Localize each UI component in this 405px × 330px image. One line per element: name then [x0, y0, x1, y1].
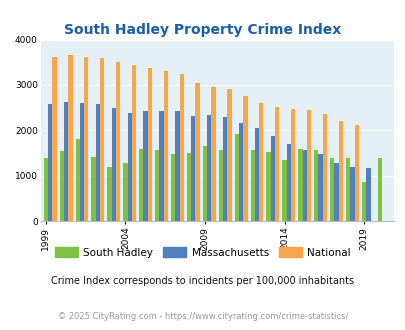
Bar [254, 128, 258, 221]
Bar [91, 157, 96, 221]
Bar [222, 117, 227, 221]
Bar [171, 154, 175, 221]
Bar [100, 58, 104, 221]
Bar [234, 134, 238, 221]
Bar [123, 163, 127, 221]
Bar [132, 65, 136, 221]
Bar [329, 158, 334, 221]
Bar [202, 146, 207, 221]
Bar [195, 83, 199, 221]
Bar [155, 150, 159, 221]
Bar [286, 144, 290, 221]
Bar [270, 136, 274, 221]
Bar [345, 157, 350, 221]
Bar [179, 74, 183, 221]
Bar [186, 153, 191, 221]
Bar [75, 139, 80, 221]
Bar [96, 105, 100, 221]
Bar [334, 163, 338, 221]
Bar [243, 96, 247, 221]
Bar [218, 150, 222, 221]
Bar [211, 87, 215, 221]
Bar [207, 115, 211, 221]
Bar [266, 152, 270, 221]
Bar [350, 167, 354, 221]
Legend: South Hadley, Massachusetts, National: South Hadley, Massachusetts, National [51, 243, 354, 262]
Bar [147, 68, 152, 221]
Bar [298, 149, 302, 221]
Bar [361, 182, 365, 221]
Bar [191, 116, 195, 221]
Bar [238, 123, 243, 221]
Bar [139, 149, 143, 221]
Text: South Hadley Property Crime Index: South Hadley Property Crime Index [64, 23, 341, 37]
Bar [250, 150, 254, 221]
Bar [48, 104, 52, 221]
Bar [116, 62, 120, 221]
Bar [306, 110, 310, 221]
Bar [127, 113, 132, 221]
Bar [377, 158, 381, 221]
Bar [322, 114, 326, 221]
Bar [313, 150, 318, 221]
Text: © 2025 CityRating.com - https://www.cityrating.com/crime-statistics/: © 2025 CityRating.com - https://www.city… [58, 312, 347, 321]
Bar [302, 150, 306, 221]
Bar [258, 103, 263, 221]
Bar [365, 168, 370, 221]
Bar [354, 125, 358, 221]
Bar [84, 57, 88, 221]
Bar [60, 151, 64, 221]
Bar [111, 108, 116, 221]
Bar [175, 111, 179, 221]
Text: Crime Index corresponds to incidents per 100,000 inhabitants: Crime Index corresponds to incidents per… [51, 276, 354, 285]
Bar [318, 154, 322, 221]
Bar [107, 167, 111, 221]
Bar [159, 111, 163, 221]
Bar [338, 121, 342, 221]
Bar [44, 157, 48, 221]
Bar [80, 103, 84, 221]
Bar [281, 160, 286, 221]
Bar [163, 71, 168, 221]
Bar [290, 109, 294, 221]
Bar [52, 57, 56, 221]
Bar [68, 55, 72, 221]
Bar [274, 107, 279, 221]
Bar [143, 111, 147, 221]
Bar [64, 102, 68, 221]
Bar [227, 88, 231, 221]
